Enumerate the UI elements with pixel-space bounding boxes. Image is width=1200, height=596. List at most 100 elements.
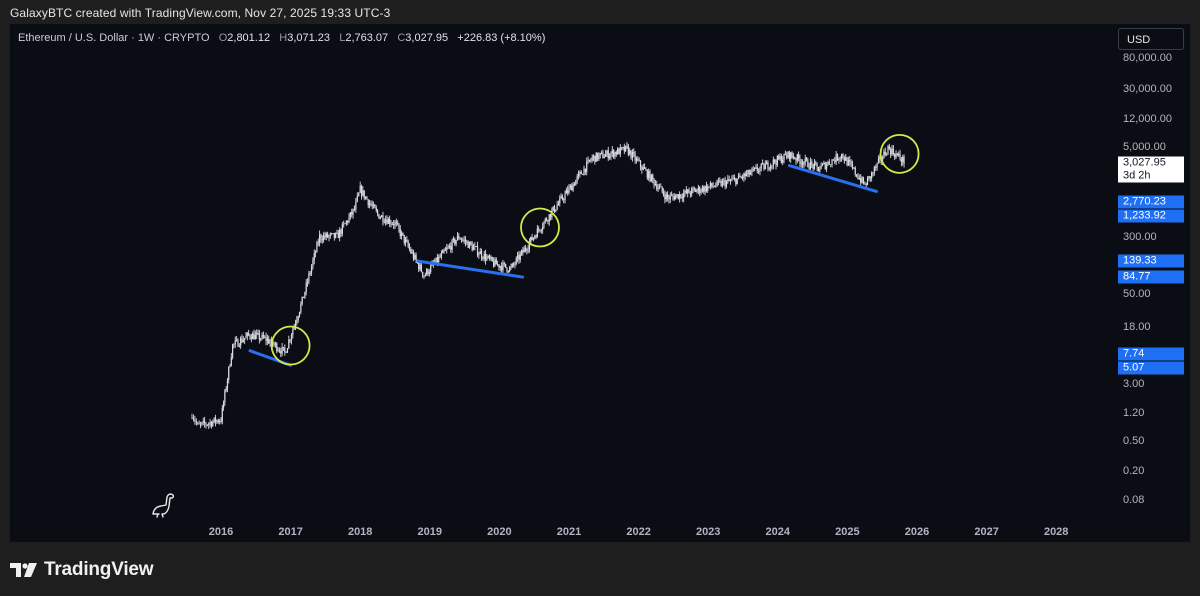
candle-body [851,164,854,168]
candle-body [614,152,616,157]
candle-body [875,167,877,168]
highlight-circle[interactable] [270,325,311,366]
candle-body [649,171,651,182]
candle-body [779,156,781,160]
candle-body [724,180,726,187]
tradingview-brand: TradingView [44,559,154,580]
candle-body [216,420,218,423]
candle-body [830,164,832,166]
candle-body [646,170,648,179]
candle-body [240,338,242,346]
candle-body [543,221,545,227]
dinosaur-icon[interactable] [150,492,178,518]
candle-body [552,206,554,211]
candle-body [778,155,780,160]
support-trendline[interactable] [787,164,878,193]
candle-body [297,316,299,321]
candle-body [735,178,737,185]
candle-body [233,343,235,345]
candle-body [523,248,525,253]
candle-body [786,155,788,158]
candle-body [633,152,635,154]
candle-body [713,186,716,188]
candle-body [665,194,667,200]
candle-body [791,152,793,157]
candle-body [610,153,612,156]
candle-body [828,161,830,165]
candle-body [220,421,222,422]
candle-body [440,253,442,258]
candle-body [194,419,196,422]
candle-body [691,188,693,195]
candle-body [699,187,701,193]
candle-body [754,167,756,170]
currency-selector[interactable]: USD [1118,28,1184,50]
highlight-circle[interactable] [879,133,920,174]
candle-body [675,195,677,200]
candle-body [809,161,812,169]
candle-body [447,246,449,249]
candle-body [795,158,797,161]
candle-body [371,204,373,206]
x-tick-label: 2025 [835,526,860,538]
candle-body [709,183,712,187]
candle-body [488,255,491,259]
candle-body [336,232,338,234]
candle-body [603,156,605,159]
candle-body [667,194,669,198]
candle-body [460,239,463,241]
candle-body [319,234,321,244]
candle-body [807,159,809,168]
candle-body [237,339,239,347]
candle-body [313,253,315,261]
support-trendline[interactable] [416,259,525,279]
candle-body [356,196,358,202]
candle-body [775,162,777,165]
candle-body [819,169,821,172]
candle-body [258,333,260,340]
candle-body [358,192,360,197]
highlight-circle[interactable] [520,207,560,248]
candle-body [317,242,319,244]
candle-body [456,235,459,241]
candle-body [858,178,860,180]
candle-body [642,167,644,170]
candle-body [483,253,485,259]
candle-body [482,257,484,259]
candle-body [343,223,345,225]
candle-body [835,154,837,162]
candle-body [479,251,481,255]
candle-body [623,147,625,152]
tradingview-logo[interactable]: TradingView [10,556,154,584]
chart-panel[interactable]: Ethereum / U.S. Dollar · 1W · CRYPTO O2,… [10,24,1190,542]
candle-body [491,257,493,262]
candle-body [668,197,670,200]
candle-body [673,196,675,200]
candle-body [768,168,770,170]
candle-body [426,269,428,275]
candle-body [895,153,897,158]
candle-body [375,208,377,211]
candle-body [607,150,609,159]
candle-body [518,255,520,260]
price-chart[interactable] [10,24,1190,542]
candle-body [548,214,550,222]
candle-body [310,266,313,273]
candle-body [583,168,585,175]
candle-body [308,273,310,282]
candle-body [513,263,515,265]
candle-body [391,223,393,225]
y-tick-label: 0.20 [1123,464,1145,477]
candle-body [494,259,496,267]
candle-body [891,148,893,155]
candle-body [490,257,492,259]
candle-body [475,246,477,247]
candle-body [520,250,523,254]
candle-body [695,189,697,192]
candle-body [435,257,437,263]
y-tick-label: 30,000.00 [1123,83,1172,96]
candle-body [582,174,584,175]
candle-body [784,153,786,156]
candle-body [383,221,385,223]
y-tick-label: 80,000.00 [1123,52,1172,64]
